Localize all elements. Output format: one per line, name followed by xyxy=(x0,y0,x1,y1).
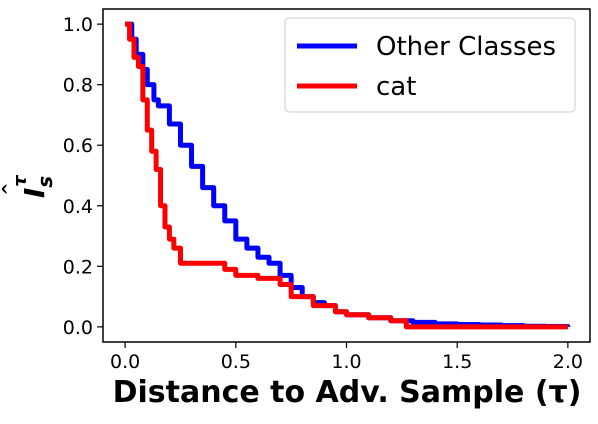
legend: Other Classes cat xyxy=(284,17,576,113)
legend-box xyxy=(284,17,576,113)
ticks-layer: 0.0 0.5 1.0 1.5 2.0 0.0 0.2 0.4 0.6 0.8 1.0 xyxy=(63,14,583,373)
y-axis-label-hat: ^ xyxy=(0,182,18,195)
x-axis-label: Distance to Adv. Sample (τ) xyxy=(113,375,582,410)
y-axis-label-sup: τ xyxy=(10,175,31,187)
x-tick-label: 0.0 xyxy=(110,351,140,373)
y-axis-label: Is τ ^ xyxy=(0,175,57,198)
y-tick-label: 1.0 xyxy=(63,14,93,36)
series-layer xyxy=(125,21,571,330)
legend-label-other-classes: Other Classes xyxy=(376,32,556,62)
x-tick-label: 1.5 xyxy=(442,351,472,373)
y-tick-label: 0.6 xyxy=(63,135,93,157)
x-tick-label: 2.0 xyxy=(553,351,583,373)
x-tick-label: 0.5 xyxy=(221,351,251,373)
series-line-other-classes xyxy=(125,21,571,330)
y-axis-label-sub: s xyxy=(33,176,57,188)
y-axis-label-base: I xyxy=(18,188,51,198)
y-tick-label: 0.2 xyxy=(63,256,93,278)
series-line-cat xyxy=(125,21,568,330)
y-tick-label: 0.0 xyxy=(63,317,93,339)
y-tick-label: 0.4 xyxy=(63,196,93,218)
y-tick-label: 0.8 xyxy=(63,75,93,97)
svg-text:Is: Is xyxy=(18,176,57,198)
x-tick-label: 1.0 xyxy=(331,351,361,373)
legend-label-cat: cat xyxy=(376,72,416,102)
